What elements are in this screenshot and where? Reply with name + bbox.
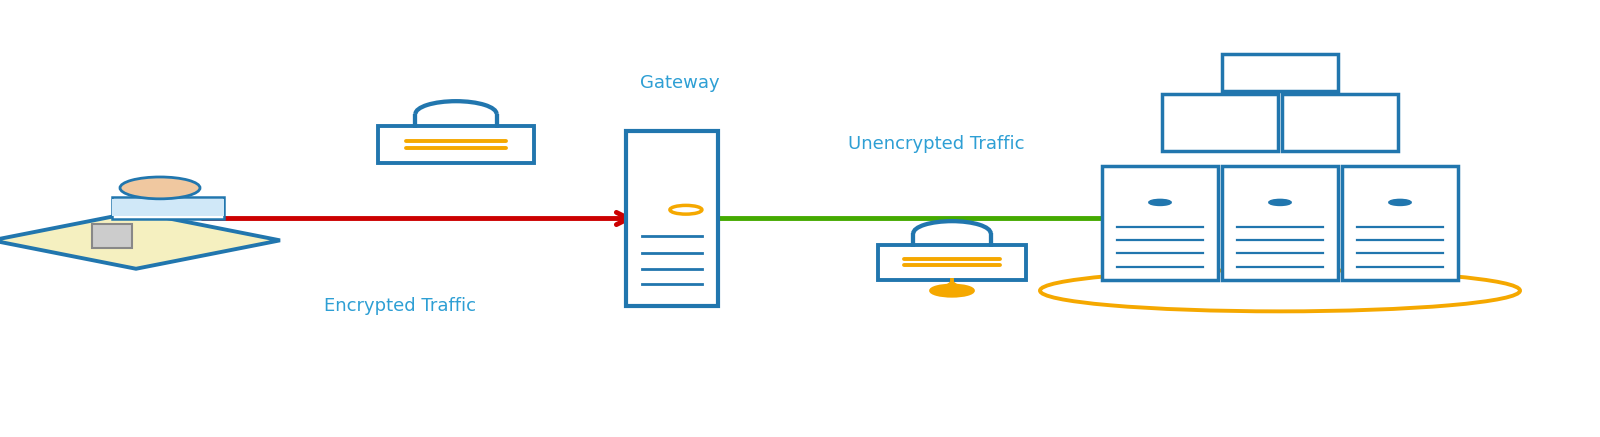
- Circle shape: [1389, 199, 1411, 205]
- Polygon shape: [112, 197, 224, 218]
- Bar: [378, 126, 534, 163]
- Circle shape: [930, 284, 974, 297]
- Text: Unencrypted Traffic: Unencrypted Traffic: [848, 135, 1024, 153]
- Bar: [1283, 94, 1398, 151]
- Bar: [1222, 54, 1338, 91]
- Text: Gateway: Gateway: [640, 74, 720, 92]
- Ellipse shape: [1040, 270, 1520, 311]
- Text: Encrypted Traffic: Encrypted Traffic: [323, 297, 477, 315]
- Polygon shape: [0, 212, 280, 269]
- Bar: [1342, 166, 1458, 280]
- Polygon shape: [941, 281, 963, 289]
- Bar: [1222, 166, 1338, 280]
- Bar: [1102, 166, 1218, 280]
- Circle shape: [670, 205, 702, 214]
- Bar: [877, 245, 1027, 280]
- Bar: [1162, 94, 1277, 151]
- Bar: [626, 131, 718, 306]
- Bar: [93, 224, 131, 248]
- Circle shape: [120, 177, 200, 199]
- Circle shape: [1149, 199, 1171, 205]
- Polygon shape: [112, 199, 224, 216]
- Circle shape: [1269, 199, 1291, 205]
